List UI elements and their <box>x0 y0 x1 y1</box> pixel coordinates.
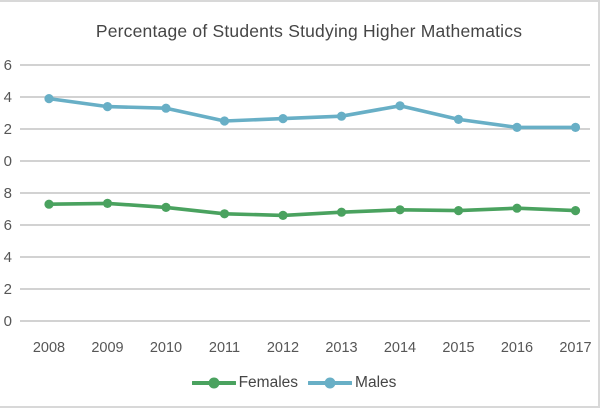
females-point-2017 <box>570 206 581 216</box>
males-point-2017 <box>570 122 581 132</box>
y-tick-label: 4 <box>4 89 12 106</box>
y-tick-label: 8 <box>4 185 12 202</box>
x-tick-label: 2011 <box>209 340 240 356</box>
males-point-2016 <box>512 122 522 132</box>
chart-title: Percentage of Students Studying Higher M… <box>95 21 523 41</box>
males-point-2013 <box>336 111 347 121</box>
chart-legend: Females Males <box>0 371 588 395</box>
y-tick-label: 4 <box>4 249 12 266</box>
females-line <box>47 201 578 218</box>
y-tick-label: 2 <box>4 121 12 138</box>
x-tick-label: 2014 <box>384 340 416 356</box>
x-tick-label: 2017 <box>559 340 591 356</box>
legend-label-males: Males <box>355 374 397 391</box>
males-point-2012 <box>278 114 288 124</box>
legend-item-males: Males <box>308 374 396 392</box>
males-point-2008 <box>44 94 54 104</box>
x-tick-label: 2010 <box>150 340 182 356</box>
x-tick-label: 2016 <box>501 340 533 356</box>
legend-marker-females <box>191 377 236 389</box>
females-point-2013 <box>336 207 347 217</box>
females-point-2016 <box>512 203 522 213</box>
males-point-2010 <box>161 103 171 113</box>
x-tick-label: 2009 <box>91 340 123 356</box>
y-tick-label: 6 <box>4 217 12 234</box>
females-point-2011 <box>219 209 230 219</box>
x-tick-label: 2012 <box>267 340 299 356</box>
x-tick-label: 2015 <box>442 340 474 356</box>
legend-label-females: Females <box>238 374 299 391</box>
females-point-2008 <box>44 199 54 209</box>
y-tick-label: 0 <box>4 313 12 330</box>
x-tick-label: 2008 <box>33 340 65 356</box>
females-point-2010 <box>161 202 171 212</box>
legend-marker-males <box>308 377 353 389</box>
males-line <box>47 96 578 130</box>
y-tick-label: 2 <box>4 281 12 298</box>
males-point-2009 <box>102 102 113 112</box>
males-point-2011 <box>219 116 230 126</box>
legend-item-females: Females <box>191 374 299 392</box>
x-tick-label: 2013 <box>325 340 357 356</box>
females-point-2009 <box>102 198 113 208</box>
y-tick-label: 0 <box>4 153 12 170</box>
males-point-2014 <box>395 101 405 111</box>
females-point-2015 <box>453 206 464 216</box>
males-point-2015 <box>453 114 464 124</box>
females-point-2012 <box>278 210 288 220</box>
females-point-2014 <box>395 205 405 215</box>
y-tick-label: 6 <box>4 57 12 74</box>
